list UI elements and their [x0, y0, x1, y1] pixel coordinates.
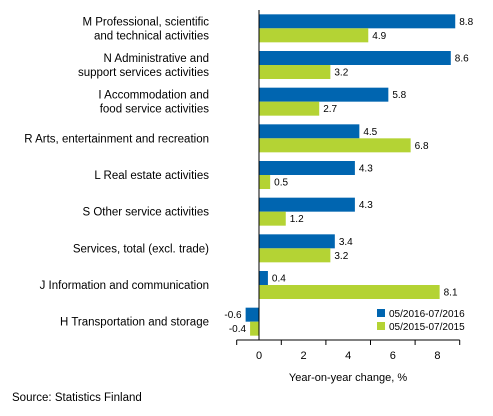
value-label: 0.5: [274, 178, 288, 189]
value-label: 3.2: [334, 68, 348, 79]
legend-label: 05/2015-07/2015: [389, 322, 465, 333]
value-label: 5.8: [392, 90, 406, 101]
value-label: 4.5: [363, 127, 377, 138]
legend: 05/2016-07/2016 05/2015-07/2015: [377, 309, 465, 333]
value-label: 4.3: [359, 164, 373, 175]
bar-series-1: [259, 14, 456, 29]
source-note: Source: Statistics Finland: [12, 392, 142, 404]
x-tick-label: 4: [345, 350, 351, 362]
category-label: and technical activities: [94, 30, 209, 42]
category-label: J Information and communication: [40, 280, 209, 292]
bar-series-2: [259, 175, 271, 189]
x-axis-title: Year-on-year change, %: [289, 372, 407, 384]
bar-series-1: [259, 161, 355, 175]
value-label: 0.4: [272, 274, 286, 285]
legend-label: 05/2016-07/2016: [389, 309, 465, 320]
bar-series-2: [250, 321, 259, 336]
category-label: Services, total (excl. trade): [73, 243, 209, 255]
category-labels: M Professional, scientific and technical …: [24, 16, 209, 328]
value-label: -0.6: [224, 310, 242, 321]
bar-series-1: [259, 271, 268, 285]
bar-series-1: [259, 234, 335, 249]
category-label: N Administrative and: [104, 53, 209, 65]
x-tick-label: 6: [390, 350, 396, 362]
bar-series-2: [259, 65, 331, 79]
value-label: 4.3: [359, 200, 373, 211]
category-label: S Other service activities: [82, 207, 209, 219]
value-label: 4.9: [372, 31, 386, 42]
category-label: food service activities: [100, 104, 210, 116]
x-axis: 0 2 4 6 8: [236, 10, 461, 362]
category-label: M Professional, scientific: [82, 16, 209, 28]
bar-series-1: [259, 87, 389, 102]
legend-swatch: [377, 309, 385, 317]
bar-series-1: [259, 51, 451, 65]
x-tick-label: 0: [256, 350, 262, 362]
value-label: -0.4: [229, 324, 247, 335]
category-label: H Transportation and storage: [60, 317, 209, 329]
category-label: support services activities: [78, 67, 209, 79]
bar-series-2: [259, 138, 411, 153]
value-label: 6.8: [415, 141, 429, 152]
value-label: 8.1: [444, 288, 458, 299]
value-labels: 8.8 4.9 8.6 3.2 5.8 2.7 4.5 6.8 4.3 0.5 4.3 1.2 3.4 3…: [224, 17, 473, 335]
category-label: I Accommodation and: [98, 90, 209, 102]
value-label: 8.8: [459, 17, 473, 28]
bars: [245, 14, 456, 336]
legend-swatch: [377, 322, 385, 330]
x-tick-label: 8: [434, 350, 440, 362]
bar-series-2: [259, 101, 320, 116]
value-label: 2.7: [323, 104, 337, 115]
bar-series-2: [259, 211, 286, 226]
bar-series-1: [259, 197, 355, 212]
value-label: 3.2: [334, 251, 348, 262]
bar-series-1: [259, 124, 360, 139]
bar-series-2: [259, 28, 369, 43]
category-label: R Arts, entertainment and recreation: [24, 133, 209, 145]
value-label: 1.2: [290, 214, 304, 225]
x-tick-label: 2: [301, 350, 307, 362]
category-label: L Real estate activities: [94, 170, 209, 182]
bar-series-2: [259, 248, 331, 263]
bar-series-2: [259, 285, 440, 299]
value-label: 8.6: [455, 54, 469, 65]
value-label: 3.4: [339, 237, 353, 248]
bar-series-1: [245, 307, 259, 322]
